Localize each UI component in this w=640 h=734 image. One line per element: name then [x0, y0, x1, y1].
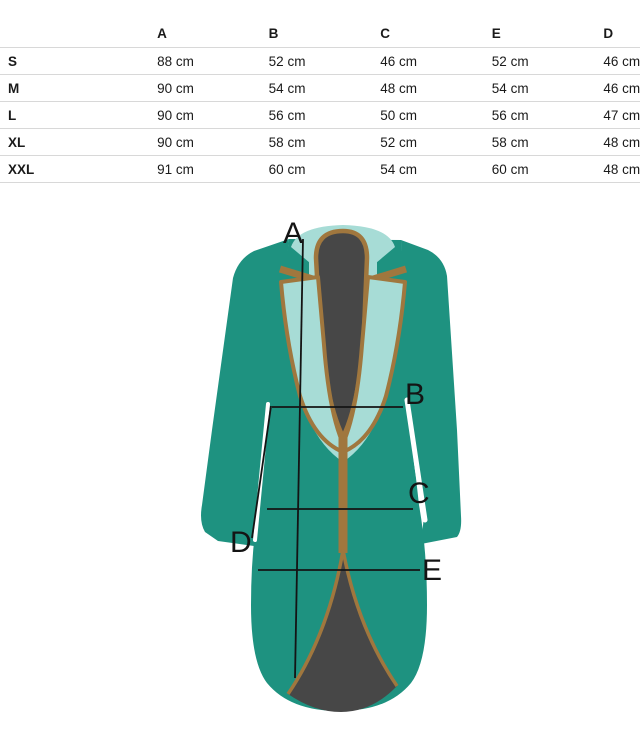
size-cell: 60 cm — [491, 161, 529, 177]
measure-label-e: E — [422, 554, 442, 587]
size-cell: 48 cm — [603, 134, 640, 150]
size-cell: 52 cm — [380, 134, 417, 150]
column-header-d: D — [603, 20, 640, 48]
size-label: L — [8, 107, 17, 123]
size-cell: 48 cm — [380, 80, 417, 96]
corner-cell — [0, 20, 158, 48]
measure-label-a: A — [283, 217, 303, 250]
size-cell: 90 cm — [157, 134, 194, 150]
size-row-xxl: XXL 91 cm 60 cm 54 cm 60 cm 48 cm — [0, 156, 640, 183]
size-cell: 48 cm — [603, 161, 640, 177]
size-cell: 54 cm — [268, 80, 306, 96]
left-lapel — [279, 275, 345, 454]
size-cell: 52 cm — [491, 53, 529, 69]
size-cell: 60 cm — [268, 161, 306, 177]
size-chart: A B C E D S 88 cm 52 cm 46 cm 52 cm 46 c… — [0, 20, 640, 183]
size-cell: 56 cm — [491, 107, 529, 123]
size-cell: 47 cm — [603, 107, 640, 123]
measure-label-d: D — [230, 526, 252, 559]
tails-lining — [288, 550, 397, 712]
column-header-a: A — [157, 20, 269, 48]
size-cell: 91 cm — [157, 161, 194, 177]
size-cell: 90 cm — [157, 107, 194, 123]
size-cell: 46 cm — [380, 53, 417, 69]
size-label: S — [8, 53, 18, 69]
measure-label-c: C — [408, 477, 430, 510]
size-row-l: L 90 cm 56 cm 50 cm 56 cm 47 cm — [0, 102, 640, 129]
size-cell: 88 cm — [157, 53, 194, 69]
size-cell: 46 cm — [603, 80, 640, 96]
size-row-xl: XL 90 cm 58 cm 52 cm 58 cm 48 cm — [0, 129, 640, 156]
size-label: M — [8, 80, 20, 96]
size-label: XL — [8, 134, 26, 150]
size-cell: 50 cm — [380, 107, 417, 123]
size-cell: 58 cm — [491, 134, 529, 150]
tailcoat-illustration — [201, 225, 462, 712]
size-label: XXL — [8, 161, 35, 177]
measure-line-a — [294, 238, 304, 679]
left-sleeve — [201, 239, 289, 546]
right-armhole-gap — [404, 397, 428, 523]
column-header-b: B — [268, 20, 381, 48]
size-cell: 58 cm — [268, 134, 306, 150]
column-header-e: E — [491, 20, 604, 48]
measure-label-b: B — [405, 378, 425, 411]
right-sleeve — [401, 240, 462, 544]
size-cell: 52 cm — [268, 53, 306, 69]
size-cell: 90 cm — [157, 80, 194, 96]
header-row: A B C E D — [0, 20, 640, 48]
right-lapel — [341, 275, 407, 454]
size-cell: 56 cm — [268, 107, 306, 123]
size-row-s: S 88 cm 52 cm 46 cm 52 cm 46 cm — [0, 48, 640, 75]
measurement-lines: A B C D E — [230, 217, 442, 679]
size-cell: 46 cm — [603, 53, 640, 69]
left-tail-trim — [286, 549, 345, 695]
size-cell: 54 cm — [491, 80, 529, 96]
size-row-m: M 90 cm 54 cm 48 cm 54 cm 46 cm — [0, 75, 640, 102]
measure-line-d — [251, 405, 272, 539]
column-header-c: C — [380, 20, 492, 48]
size-chart-table: A B C E D S 88 cm 52 cm 46 cm 52 cm 46 c… — [0, 20, 640, 183]
size-cell: 54 cm — [380, 161, 417, 177]
right-tail-trim — [341, 549, 399, 687]
